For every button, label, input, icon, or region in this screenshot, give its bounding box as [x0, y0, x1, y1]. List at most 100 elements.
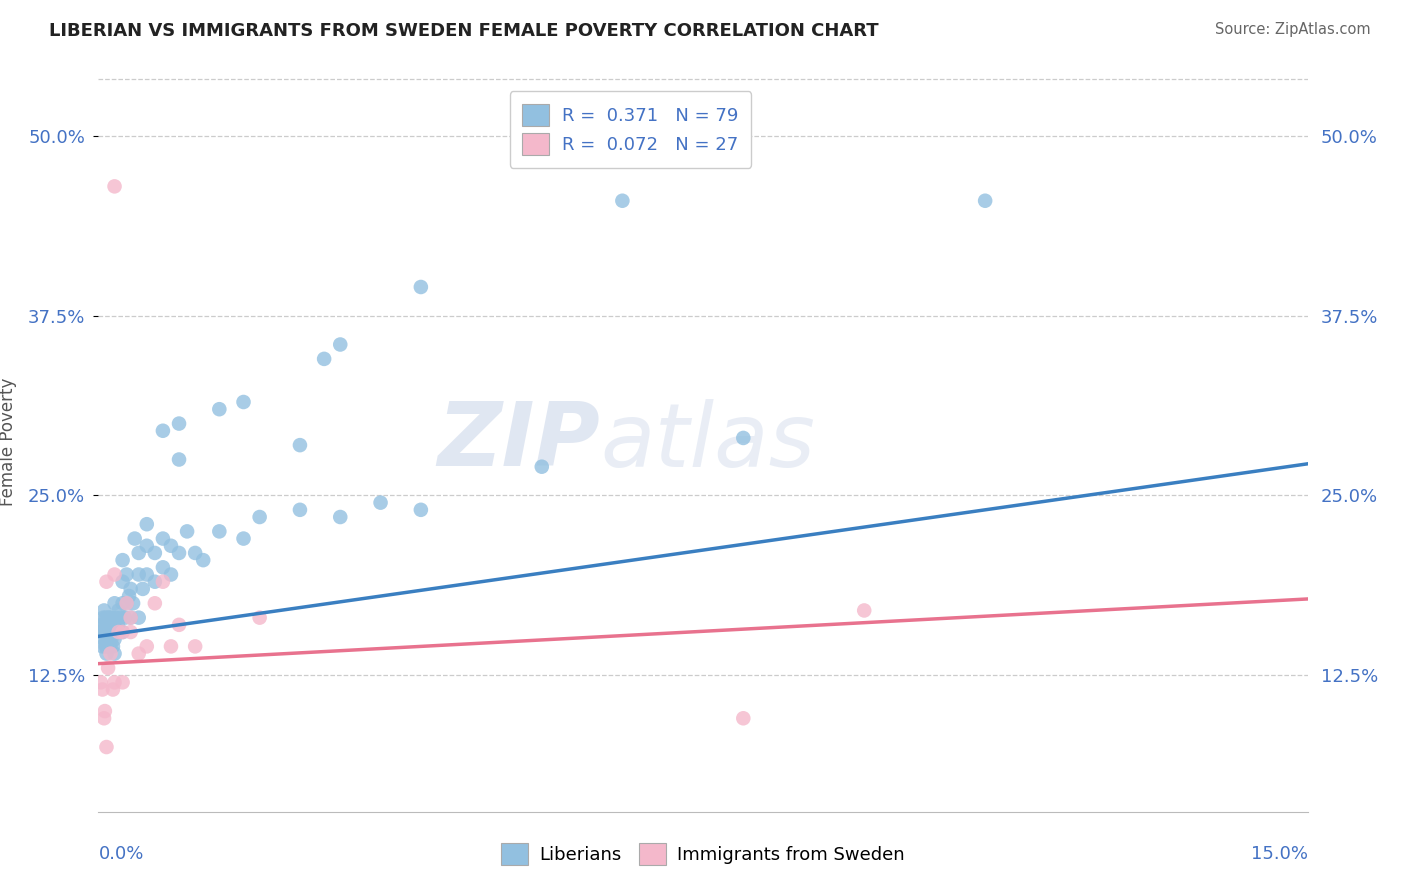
Point [167, 546, 190, 560]
Point [409, 280, 432, 294]
Point [530, 459, 553, 474]
Point [208, 524, 231, 539]
Point [101, 610, 124, 624]
Point [853, 603, 876, 617]
Point [90, 675, 112, 690]
Point [96, 625, 118, 640]
Point [103, 632, 125, 647]
Point [329, 510, 352, 524]
Point [101, 625, 124, 640]
Point [96, 617, 118, 632]
Point [128, 610, 150, 624]
Point [114, 610, 136, 624]
Point [143, 574, 166, 589]
Point [733, 711, 755, 725]
Point [115, 567, 138, 582]
Text: Source: ZipAtlas.com: Source: ZipAtlas.com [1215, 22, 1371, 37]
Point [111, 625, 134, 640]
Point [111, 553, 134, 567]
Point [288, 438, 311, 452]
Point [176, 524, 198, 539]
Point [90, 617, 112, 632]
Point [160, 539, 183, 553]
Point [152, 424, 174, 438]
Point [288, 503, 311, 517]
Point [167, 452, 190, 467]
Text: 0.0%: 0.0% [98, 845, 143, 863]
Point [96, 640, 118, 654]
Point [100, 625, 122, 640]
Point [111, 625, 134, 640]
Point [135, 640, 157, 654]
Point [94, 640, 117, 654]
Point [91, 682, 114, 697]
Point [120, 582, 142, 596]
Point [91, 625, 114, 640]
Legend: R =  0.371   N = 79, R =  0.072   N = 27: R = 0.371 N = 79, R = 0.072 N = 27 [510, 92, 751, 168]
Y-axis label: Female Poverty: Female Poverty [0, 377, 17, 506]
Point [135, 539, 157, 553]
Point [97, 610, 120, 624]
Point [128, 546, 150, 560]
Point [96, 647, 118, 661]
Point [93, 632, 115, 647]
Point [107, 625, 129, 640]
Point [152, 560, 174, 574]
Point [118, 589, 141, 603]
Point [103, 675, 125, 690]
Point [143, 596, 166, 610]
Point [974, 194, 997, 208]
Point [314, 351, 336, 366]
Point [115, 596, 138, 610]
Point [108, 610, 131, 624]
Point [208, 402, 231, 417]
Point [93, 603, 115, 617]
Point [111, 675, 134, 690]
Point [103, 179, 125, 194]
Point [120, 625, 142, 640]
Point [232, 395, 254, 409]
Point [107, 625, 129, 640]
Point [111, 574, 134, 589]
Point [96, 739, 118, 754]
Point [103, 647, 125, 661]
Point [612, 194, 634, 208]
Point [160, 567, 183, 582]
Point [193, 553, 215, 567]
Legend: Liberians, Immigrants from Sweden: Liberians, Immigrants from Sweden [494, 836, 912, 872]
Point [409, 503, 432, 517]
Point [101, 682, 124, 697]
Point [101, 640, 124, 654]
Point [94, 704, 117, 718]
Point [97, 617, 120, 632]
Point [232, 532, 254, 546]
Text: ZIP: ZIP [437, 398, 600, 485]
Point [128, 647, 150, 661]
Point [96, 574, 118, 589]
Point [115, 596, 138, 610]
Point [184, 546, 207, 560]
Point [105, 610, 128, 624]
Point [96, 632, 118, 647]
Point [733, 431, 755, 445]
Point [91, 610, 114, 624]
Point [184, 640, 207, 654]
Point [98, 610, 121, 624]
Point [120, 610, 142, 624]
Point [329, 337, 352, 351]
Point [93, 711, 115, 725]
Point [100, 647, 122, 661]
Point [94, 610, 117, 624]
Point [103, 596, 125, 610]
Point [94, 625, 117, 640]
Point [97, 661, 120, 675]
Point [101, 625, 124, 640]
Point [100, 617, 122, 632]
Text: atlas: atlas [600, 399, 815, 484]
Point [91, 640, 114, 654]
Point [249, 510, 271, 524]
Point [135, 567, 157, 582]
Text: LIBERIAN VS IMMIGRANTS FROM SWEDEN FEMALE POVERTY CORRELATION CHART: LIBERIAN VS IMMIGRANTS FROM SWEDEN FEMAL… [49, 22, 879, 40]
Point [370, 495, 392, 509]
Point [249, 610, 271, 624]
